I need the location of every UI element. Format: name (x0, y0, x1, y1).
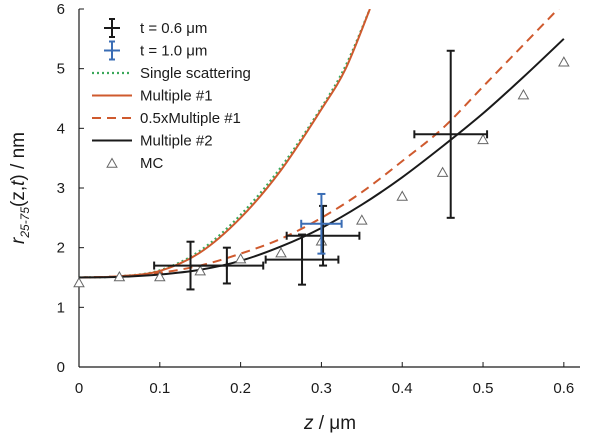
y-tick-label: 6 (57, 1, 65, 18)
mc-marker (194, 265, 207, 276)
y-tick-label: 0 (57, 359, 65, 376)
x-axis-ticks: 0 0.1 0.2 0.3 0.4 0.5 0.6 (75, 362, 574, 397)
mc-marker (154, 270, 166, 282)
x-axis-title: z / μm (303, 413, 356, 434)
legend-label: 0.5xMultiple #1 (140, 110, 241, 127)
mc-marker (517, 88, 530, 100)
legend-label: t = 0.6 μm (140, 20, 207, 37)
mc-marker (356, 214, 368, 225)
x-tick-label: 0.5 (473, 380, 494, 397)
mc-marker (396, 190, 409, 201)
axes (78, 9, 580, 368)
legend-item: Multiple #1 (92, 88, 213, 105)
errorbar-point (264, 233, 340, 286)
errorbar-points (153, 49, 489, 291)
y-axis-title: r25-75(z,t) / nm (8, 132, 32, 244)
errorbar-point (300, 192, 343, 255)
mc-marker (234, 253, 247, 264)
legend-item: t = 1.0 μm (104, 40, 207, 61)
y-tick-label: 4 (57, 120, 65, 137)
mc-marker (436, 166, 449, 177)
y-tick-label: 5 (57, 61, 65, 78)
y-axis-ticks: 0 1 2 3 4 5 6 (57, 1, 84, 376)
legend-label: Single scattering (140, 65, 251, 82)
multiple-1-curve (79, 9, 371, 279)
mc-marker (275, 247, 287, 258)
legend-label: t = 1.0 μm (140, 43, 207, 60)
x-tick-label: 0.1 (149, 380, 170, 397)
legend-label: Multiple #2 (140, 133, 213, 150)
mc-marker (558, 56, 570, 67)
x-tick-label: 0.3 (311, 380, 332, 397)
errorbar-point (413, 49, 489, 219)
y-tick-label: 2 (57, 240, 65, 257)
legend-label: Multiple #1 (140, 88, 213, 105)
x-tick-label: 0 (75, 380, 83, 397)
mc-marker (477, 133, 489, 145)
legend-label: MC (140, 155, 163, 172)
y-tick-label: 1 (57, 299, 65, 316)
single-scattering-curve (79, 9, 371, 279)
mc-markers (73, 56, 570, 288)
x-tick-label: 0.4 (392, 380, 413, 397)
mc-marker (113, 270, 126, 282)
legend-item: 0.5xMultiple #1 (92, 110, 241, 127)
legend-item: MC (106, 155, 163, 172)
legend-item: Multiple #2 (92, 133, 213, 150)
mc-marker (73, 276, 85, 288)
x-tick-label: 0.2 (230, 380, 251, 397)
errorbar-point (189, 246, 265, 285)
legend-swatch-triangle (106, 157, 118, 168)
x-tick-label: 0.6 (553, 380, 574, 397)
legend-item: t = 0.6 μm (104, 18, 207, 38)
errorbar-point (285, 204, 361, 267)
legend-item: Single scattering (92, 65, 251, 82)
y-tick-label: 3 (57, 180, 65, 197)
legend: t = 0.6 μm t = 1.0 μm Single scattering Mul… (92, 18, 251, 172)
